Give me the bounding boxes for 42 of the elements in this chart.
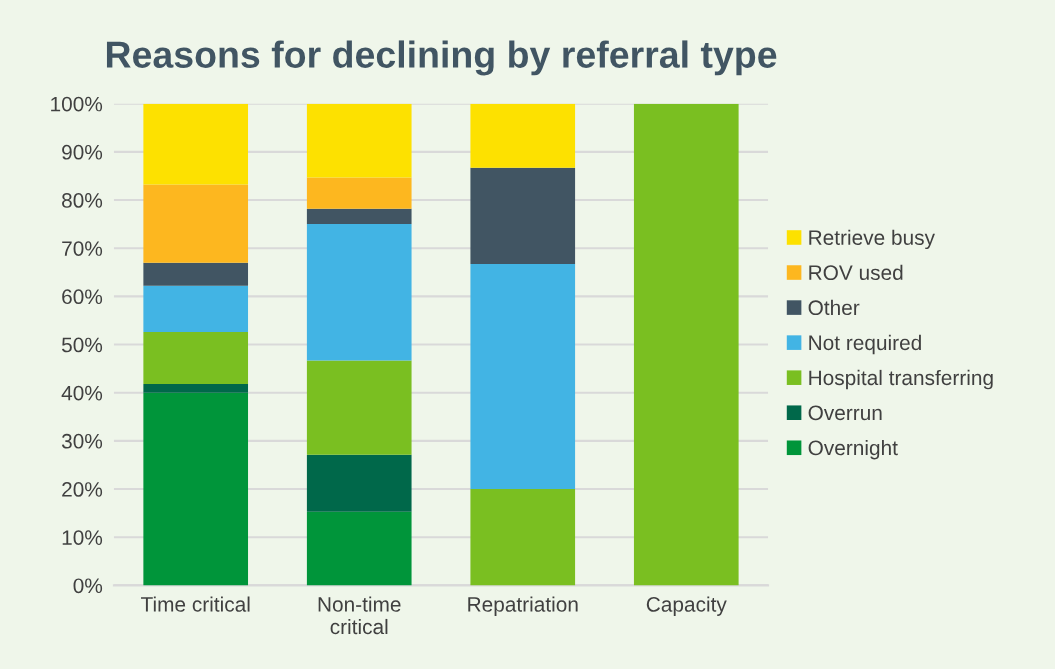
bar <box>143 384 249 393</box>
bar <box>143 332 249 385</box>
bar <box>306 360 412 455</box>
y-tick-label: 80% <box>62 193 103 208</box>
legend-label: Overnight <box>808 439 898 460</box>
x-tick-label: Repatriation <box>468 596 578 616</box>
y-tick-label: 10% <box>62 530 103 545</box>
bar <box>470 489 576 586</box>
bar <box>143 262 249 286</box>
bar <box>143 285 249 333</box>
y-tick-label: 20% <box>62 482 103 497</box>
y-tick-label: 30% <box>61 433 103 449</box>
bar <box>306 208 412 225</box>
legend-label: ROV used <box>809 264 903 281</box>
legend-label: Hospital transferring <box>809 369 993 390</box>
bar <box>470 264 576 490</box>
y-tick-label: 100% <box>51 96 103 112</box>
bar <box>306 177 412 209</box>
bar <box>306 224 412 361</box>
legend-label: Not required <box>809 334 921 355</box>
bar <box>306 511 412 586</box>
y-tick-label: 60% <box>62 289 103 305</box>
chart-title: Reasons for declining by referral type <box>106 40 777 76</box>
legend-label: Retrieve busy <box>809 229 935 250</box>
bar <box>470 167 576 265</box>
legend-label: Other <box>808 299 860 316</box>
y-tick-label: 0% <box>73 578 103 594</box>
y-tick-label: 40% <box>61 385 103 401</box>
bar <box>470 103 576 168</box>
bar <box>306 103 412 178</box>
bar <box>143 103 249 185</box>
y-tick-label: 50% <box>61 337 103 353</box>
x-tick-label: Non-time critical <box>318 596 401 635</box>
bar <box>143 184 249 263</box>
bar <box>306 454 412 512</box>
bar <box>633 103 739 586</box>
bar <box>143 392 249 586</box>
x-tick-label: Capacity <box>646 596 727 616</box>
y-tick-label: 70% <box>62 241 103 256</box>
x-tick-label: Time critical <box>141 596 250 612</box>
y-tick-label: 90% <box>62 144 103 160</box>
legend-label: Overrun <box>808 405 882 421</box>
